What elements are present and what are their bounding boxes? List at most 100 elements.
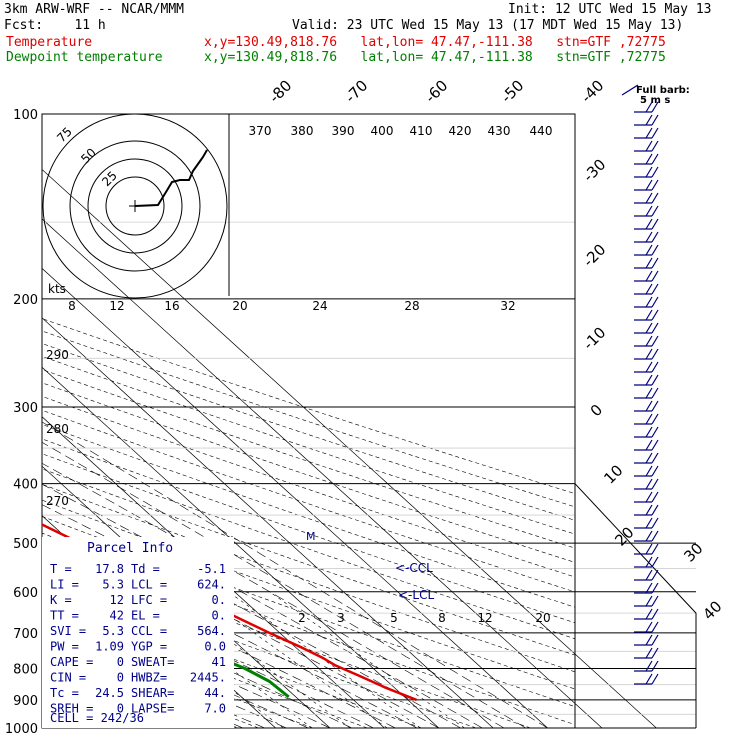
wind-barb-flag — [645, 335, 653, 347]
theta-e-label: 420 — [449, 124, 472, 138]
kts-tick-label: 8 — [68, 299, 76, 313]
isotherm-tick-label: -30 — [579, 155, 609, 185]
kts-tick-label: 32 — [500, 299, 515, 313]
parcel-key: LFC = — [131, 593, 167, 607]
parcel-key: TT = — [50, 609, 79, 623]
parcel-key: LI = — [50, 578, 79, 592]
theta-e-label: 370 — [249, 124, 272, 138]
isotherm-tick-label: -40 — [577, 76, 607, 106]
parcel-value: 2445. — [190, 671, 226, 685]
mixing-ratio-label: 5 — [390, 611, 398, 625]
temperature-legend-label: Temperature — [6, 35, 93, 50]
wind-barb-flag — [645, 426, 653, 438]
parcel-value: 0. — [212, 593, 226, 607]
parcel-key: YGP = — [131, 640, 167, 654]
wind-barb-flag — [651, 114, 659, 126]
wind-barb-flag — [651, 218, 659, 230]
parcel-key: CIN = — [50, 671, 86, 685]
parcel-value: 0 — [117, 702, 124, 716]
wind-barb-flag — [651, 673, 659, 685]
kts-tick-label: 24 — [312, 299, 327, 313]
wind-barb-flag — [651, 127, 659, 139]
wind-barb-flag — [651, 491, 659, 503]
parcel-value: 17.8 — [95, 562, 124, 576]
isotherm-tick-label: -10 — [579, 323, 609, 353]
parcel-value: 24.5 — [95, 686, 124, 700]
wind-barb-flag — [645, 517, 653, 529]
pressure-tick-label: 600 — [13, 586, 38, 601]
hodograph-ring — [105, 176, 165, 236]
wind-barb-flag — [651, 296, 659, 308]
wind-barb-flag — [651, 101, 659, 113]
theta-e-label: 380 — [291, 124, 314, 138]
wind-barb-flag — [651, 582, 659, 594]
wind-barb-flag — [645, 361, 653, 373]
wind-barb-flag — [651, 270, 659, 282]
isotherm-tick-label: -20 — [579, 240, 609, 270]
wind-barb-flag — [651, 504, 659, 516]
wind-barb-flag — [645, 608, 653, 620]
pressure-tick-label: 800 — [13, 662, 38, 677]
hodograph-ring — [42, 113, 228, 299]
wind-barb-flag — [645, 465, 653, 477]
wind-barb-flag — [651, 556, 659, 568]
wind-barb-flag — [645, 218, 653, 230]
wind-barb-flag — [645, 192, 653, 204]
temperature-line — [42, 523, 418, 702]
wind-barbs: Full barb:5 m s — [621, 84, 690, 685]
wind-barb-flag — [651, 231, 659, 243]
hodograph-ring — [69, 140, 201, 272]
isotherm-tick-label: 40 — [699, 597, 725, 623]
init-time: Init: 12 UTC Wed 15 May 13 — [508, 2, 712, 17]
barb-legend-value: 5 m s — [640, 95, 670, 106]
wind-barb-flag — [651, 166, 659, 178]
ccl-marker: <-CCL — [395, 561, 433, 575]
wind-barb-flag — [645, 673, 653, 685]
parcel-value: 7.0 — [204, 702, 226, 716]
parcel-key: K = — [50, 593, 72, 607]
parcel-value: 0 — [117, 655, 124, 669]
wind-barb-flag — [645, 504, 653, 516]
wind-barb-flag — [645, 101, 653, 113]
wind-barb-flag — [645, 543, 653, 555]
isotherm-tick-label: 10 — [600, 461, 626, 487]
wind-barb-flag — [651, 335, 659, 347]
parcel-key: Tc = — [50, 686, 79, 700]
wind-barb-flag — [645, 296, 653, 308]
parcel-value: 41 — [212, 655, 226, 669]
parcel-cell: CELL = 242/36 — [50, 711, 144, 725]
pressure-tick-label: 900 — [13, 694, 38, 709]
wind-barb-flag — [645, 348, 653, 360]
dewpoint-location: x,y=130.49,818.76 lat,lon= 47.47,-111.38… — [204, 50, 666, 65]
wind-barb-flag — [651, 387, 659, 399]
kts-label: kts — [48, 282, 66, 296]
isotherm-tick-label: -80 — [265, 76, 295, 106]
mixing-ratio-label: 12 — [477, 611, 492, 625]
mixing-ratio-label: 20 — [535, 611, 550, 625]
wind-barb-flag — [651, 374, 659, 386]
wind-barb-flag — [651, 153, 659, 165]
theta-label: 270 — [46, 494, 69, 508]
wind-barb-flag — [651, 257, 659, 269]
wind-barb-flag — [645, 140, 653, 152]
parcel-value: 12 — [110, 593, 124, 607]
theta-e-label: 390 — [332, 124, 355, 138]
parcel-key: HWBZ= — [131, 671, 167, 685]
wind-barb-flag — [651, 439, 659, 451]
wind-barb-flag — [645, 387, 653, 399]
wind-barb-flag — [651, 465, 659, 477]
wind-barb-flag — [645, 231, 653, 243]
hodograph-ring-label: 75 — [54, 124, 75, 145]
marker-m: M — [306, 530, 316, 543]
wind-barb-flag — [645, 309, 653, 321]
forecast-hour: Fcst: 11 h — [4, 18, 106, 33]
wind-barb-flag — [645, 205, 653, 217]
wind-barb-flag — [651, 400, 659, 412]
wind-barb-flag — [651, 283, 659, 295]
plot-frame-right — [574, 483, 697, 728]
wind-barb-flag — [651, 426, 659, 438]
wind-barb-flag — [645, 569, 653, 581]
wind-barb-flag — [645, 647, 653, 659]
wind-barb-flag — [651, 543, 659, 555]
